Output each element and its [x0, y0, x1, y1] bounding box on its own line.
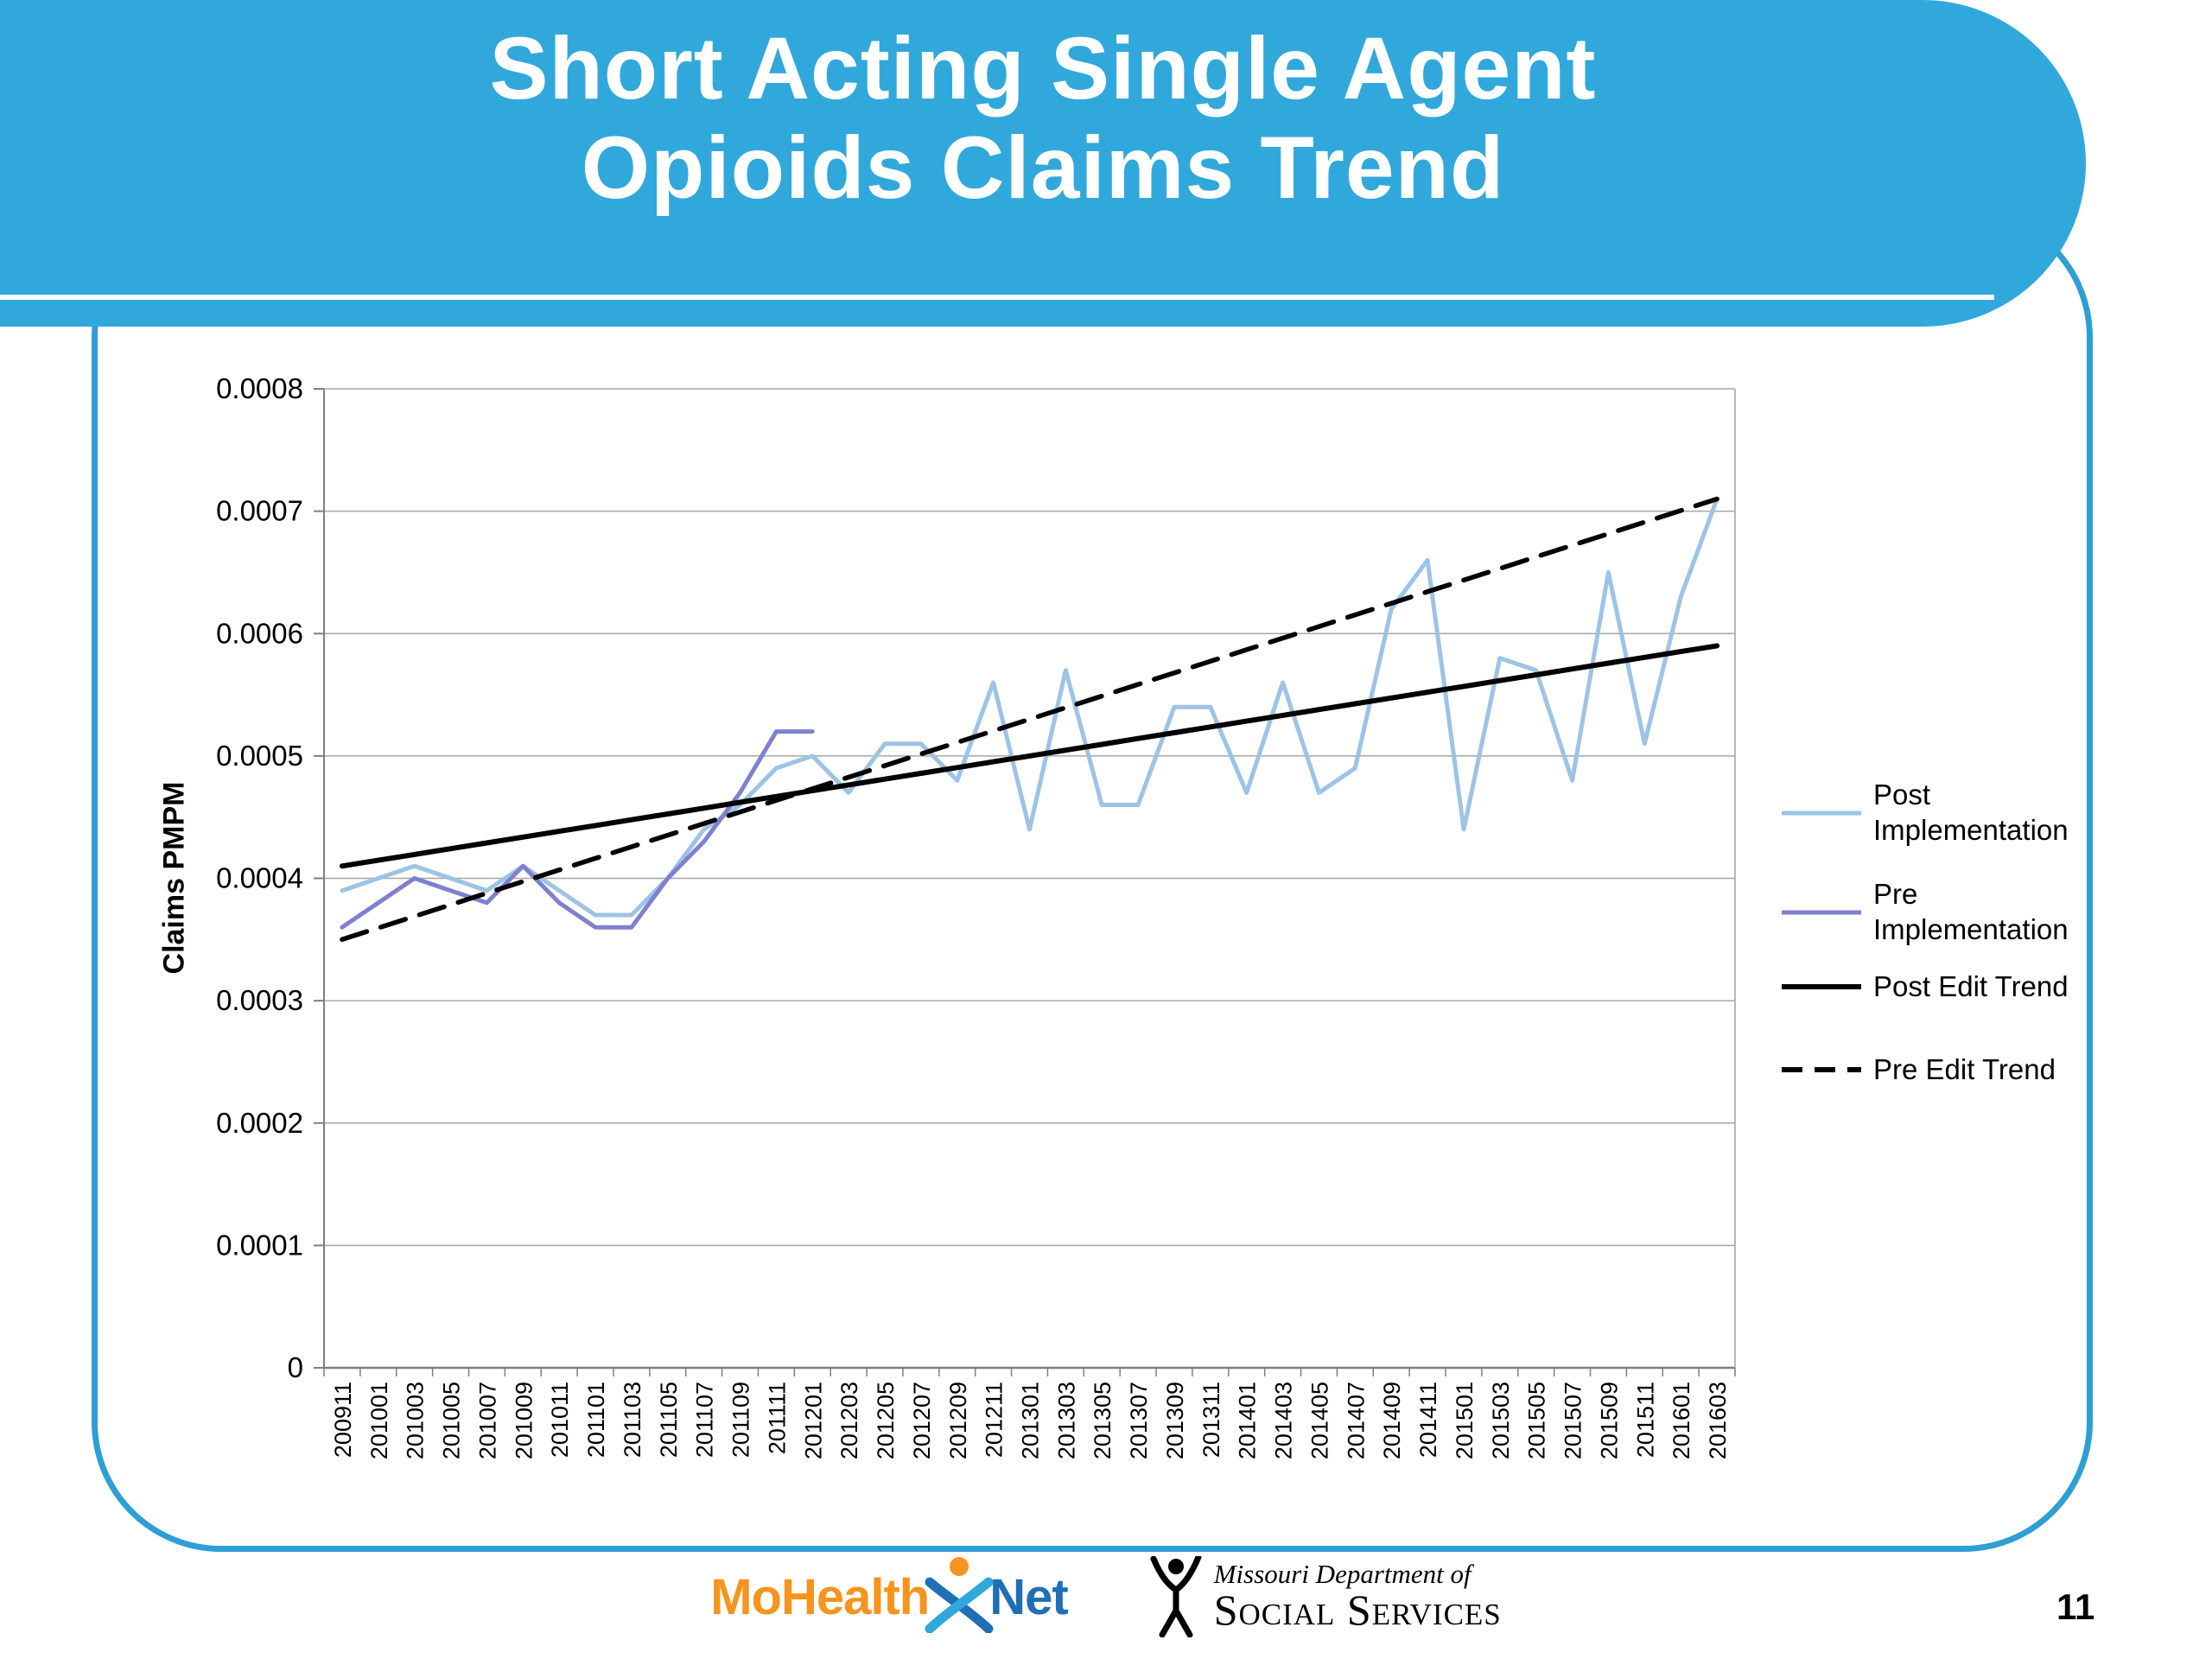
slide-title-line2: Opioids Claims Trend: [581, 118, 1505, 218]
net-logo-text: Net: [989, 1568, 1068, 1625]
dss-logo-text: Missouri Department of Social Services: [1214, 1560, 1502, 1633]
svg-text:201203: 201203: [836, 1382, 862, 1459]
svg-text:201309: 201309: [1162, 1382, 1188, 1459]
svg-text:201303: 201303: [1053, 1382, 1079, 1459]
svg-text:0.0005: 0.0005: [216, 740, 303, 772]
slide-header: Short Acting Single Agent Opioids Claims…: [0, 0, 2086, 327]
svg-text:201003: 201003: [403, 1382, 429, 1459]
dss-logo: Missouri Department of Social Services: [1150, 1556, 1502, 1637]
legend-item-post-implementation: Post Implementation: [1782, 778, 2089, 849]
dss-logo-line2: Social Services: [1213, 1586, 1502, 1635]
svg-text:201411: 201411: [1415, 1382, 1441, 1458]
svg-text:201405: 201405: [1306, 1382, 1332, 1459]
svg-text:201507: 201507: [1560, 1382, 1586, 1459]
svg-text:201101: 201101: [583, 1382, 609, 1458]
svg-text:200911: 200911: [330, 1382, 356, 1458]
svg-text:201111: 201111: [764, 1382, 790, 1454]
svg-text:0.0004: 0.0004: [216, 862, 303, 894]
svg-text:201503: 201503: [1488, 1382, 1514, 1459]
svg-text:201603: 201603: [1705, 1382, 1731, 1459]
slide-title: Short Acting Single Agent Opioids Claims…: [0, 19, 2086, 219]
svg-text:201311: 201311: [1198, 1382, 1224, 1458]
svg-text:201205: 201205: [873, 1382, 899, 1459]
svg-text:0.0007: 0.0007: [216, 495, 303, 527]
slide-footer: MoHealth Net Missouri Department of Soci…: [0, 1555, 2212, 1638]
svg-text:201211: 201211: [982, 1382, 1007, 1458]
svg-text:201209: 201209: [945, 1382, 971, 1459]
post-implementation-line-swatch: [1782, 810, 1861, 816]
svg-text:201307: 201307: [1126, 1382, 1152, 1459]
pre-edit-trend-line-swatch: [1782, 1067, 1861, 1073]
svg-text:0: 0: [288, 1351, 303, 1383]
svg-text:201501: 201501: [1452, 1382, 1478, 1459]
svg-text:201505: 201505: [1524, 1382, 1550, 1459]
svg-text:201305: 201305: [1090, 1382, 1116, 1459]
svg-text:201105: 201105: [656, 1382, 682, 1458]
svg-text:0.0008: 0.0008: [216, 372, 303, 404]
mohealthnet-figure-icon: [925, 1557, 994, 1633]
legend-label-post-edit-trend: Post Edit Trend: [1873, 970, 2069, 1002]
svg-text:201201: 201201: [800, 1382, 826, 1459]
svg-text:201005: 201005: [439, 1382, 465, 1459]
svg-text:201009: 201009: [511, 1382, 537, 1459]
svg-text:201207: 201207: [909, 1382, 935, 1459]
y-axis-title: Claims PMPM: [157, 781, 191, 975]
pre-implementation-line-swatch: [1782, 910, 1861, 915]
mohealthnet-logo: MoHealth Net: [710, 1555, 1069, 1638]
svg-text:0.0001: 0.0001: [216, 1229, 303, 1261]
svg-text:201401: 201401: [1235, 1382, 1261, 1459]
legend-label-post-implementation: Post Implementation: [1873, 779, 2069, 846]
dss-person-icon: [1150, 1556, 1202, 1637]
svg-text:201001: 201001: [366, 1382, 392, 1459]
svg-text:201103: 201103: [620, 1382, 645, 1458]
legend-label-pre-implementation: Pre Implementation: [1873, 878, 2069, 945]
svg-text:201601: 201601: [1669, 1382, 1694, 1459]
svg-text:201301: 201301: [1018, 1382, 1044, 1459]
page-number: 11: [2056, 1586, 2095, 1627]
legend-item-pre-edit-trend: Pre Edit Trend: [1782, 1052, 2089, 1088]
dss-logo-line1: Missouri Department of: [1213, 1559, 1471, 1590]
post-edit-trend-line-swatch: [1782, 984, 1861, 990]
svg-text:201509: 201509: [1596, 1382, 1622, 1459]
header-underline: [0, 295, 1994, 300]
svg-text:201109: 201109: [728, 1382, 754, 1458]
legend-label-pre-edit-trend: Pre Edit Trend: [1873, 1053, 2056, 1085]
svg-text:201407: 201407: [1343, 1382, 1369, 1459]
mohealth-logo-text: MoHealth: [710, 1568, 930, 1625]
svg-text:201007: 201007: [474, 1382, 500, 1459]
svg-text:201403: 201403: [1271, 1382, 1297, 1459]
svg-text:0.0006: 0.0006: [216, 617, 303, 649]
legend-item-pre-implementation: Pre Implementation: [1782, 877, 2089, 948]
svg-text:0.0003: 0.0003: [216, 984, 303, 1016]
svg-text:201107: 201107: [692, 1382, 718, 1458]
svg-text:201409: 201409: [1379, 1382, 1405, 1459]
slide-title-line1: Short Acting Single Agent: [489, 19, 1597, 118]
svg-text:201011: 201011: [547, 1382, 573, 1458]
svg-text:201511: 201511: [1632, 1382, 1658, 1458]
svg-text:0.0002: 0.0002: [216, 1107, 303, 1139]
legend-item-post-edit-trend: Post Edit Trend: [1782, 969, 2089, 1005]
